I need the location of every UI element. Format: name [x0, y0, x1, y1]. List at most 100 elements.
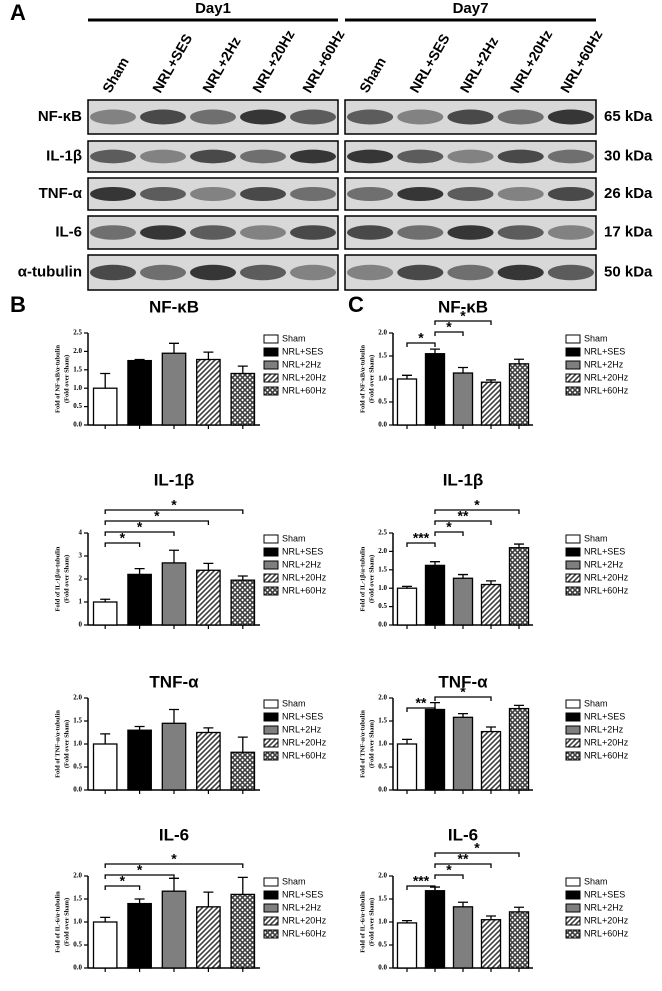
blot-band [190, 186, 236, 202]
error-bar [458, 366, 468, 374]
significance-bracket [434, 852, 520, 857]
panel-label: A [10, 0, 26, 25]
lane-label: NRL+SES [406, 31, 452, 95]
significance-bracket [434, 874, 464, 879]
bar [196, 569, 221, 626]
legend-swatch [263, 560, 279, 570]
blot-band [290, 186, 336, 202]
legend-label: NRL+60Hz [584, 750, 629, 760]
y-tick-label: 0.0 [73, 786, 82, 794]
legend-swatch [263, 347, 279, 357]
y-tick-label: 0.5 [378, 763, 387, 771]
y-tick-label: 1.0 [378, 740, 387, 748]
blot-band [90, 186, 136, 202]
legend-swatch [263, 334, 279, 344]
protein-label: TNF-α [39, 185, 83, 202]
bar [196, 358, 221, 426]
blot-band [447, 149, 494, 164]
bar [480, 583, 502, 626]
legend-swatch [565, 699, 581, 709]
legend-label: NRL+2Hz [584, 724, 624, 734]
significance-label: * [474, 840, 480, 856]
y-tick-label: 0.5 [73, 402, 82, 410]
y-axis-label: Fold of IL-6/α-tubulin [359, 891, 366, 953]
error-bar [237, 736, 248, 753]
lane-label: NRL+20Hz [249, 27, 298, 95]
bar [396, 378, 418, 426]
error-bar [514, 358, 524, 364]
significance-label: * [137, 519, 143, 535]
blot-band [90, 149, 136, 164]
y-tick-label: 1.5 [378, 895, 387, 903]
legend-swatch [263, 360, 279, 370]
legend-label: NRL+60Hz [584, 585, 629, 595]
blot-band [397, 109, 444, 125]
bar [424, 708, 446, 791]
legend-label: NRL+SES [584, 546, 625, 556]
blot-band [290, 225, 336, 240]
y-tick-label: 1.5 [378, 352, 387, 360]
chart-title: IL-1β [443, 470, 484, 489]
blot-band [447, 186, 494, 202]
significance-bracket [406, 542, 436, 547]
blot-band [547, 264, 594, 281]
bar [424, 353, 446, 426]
blot-band [447, 264, 494, 281]
bar [424, 890, 446, 969]
legend-swatch [263, 877, 279, 887]
y-axis-label: Fold of IL-1β/α-tubulin [359, 546, 366, 611]
error-bar [402, 738, 412, 744]
error-bar [100, 372, 111, 389]
legend-swatch [263, 916, 279, 926]
legend-swatch [263, 534, 279, 544]
y-axis-label: (Fold over Sham) [63, 355, 70, 403]
legend-label: NRL+SES [584, 346, 625, 356]
error-bar [237, 575, 248, 581]
blot-band [90, 264, 136, 281]
bar [92, 743, 118, 791]
error-bar [203, 727, 214, 733]
y-tick-label: 1.0 [73, 918, 82, 926]
significance-bracket [406, 342, 436, 347]
y-tick-label: 1.5 [378, 717, 387, 725]
y-axis-label: Fold of TNF-α/α-tubulin [54, 710, 61, 778]
legend-swatch [263, 738, 279, 748]
y-tick-label: 1.0 [378, 584, 387, 592]
y-axis-label: (Fold over Sham) [63, 898, 70, 946]
blot-band [347, 264, 394, 281]
legend-swatch [263, 903, 279, 913]
bar [161, 890, 187, 969]
significance-label: * [154, 508, 160, 524]
legend-label: NRL+SES [282, 346, 323, 356]
bar [480, 730, 502, 791]
error-bar [100, 916, 111, 922]
bar [196, 731, 221, 791]
bar [161, 722, 187, 791]
y-tick-label: 2.0 [378, 694, 387, 702]
lane-label: NRL+SES [149, 31, 195, 95]
significance-label: * [120, 873, 126, 889]
bar [92, 921, 118, 969]
legend-swatch [263, 890, 279, 900]
blot-band [397, 186, 444, 202]
bar [452, 577, 474, 626]
error-bar [237, 365, 248, 374]
y-axis-label: (Fold over Sham) [63, 555, 70, 603]
significance-label: ** [416, 695, 427, 711]
legend-swatch [565, 534, 581, 544]
y-tick-label: 0.0 [73, 421, 82, 429]
bar [230, 893, 256, 969]
legend-swatch [263, 586, 279, 596]
legend-label: NRL+2Hz [584, 902, 624, 912]
protein-label: IL-6 [55, 223, 82, 240]
legend-label: NRL+SES [584, 711, 625, 721]
lane-label: NRL+20Hz [507, 27, 556, 95]
legend-label: Sham [584, 533, 608, 543]
bar [161, 562, 187, 626]
legend-swatch [565, 916, 581, 926]
legend-swatch [565, 573, 581, 583]
y-tick-label: 1.5 [73, 365, 82, 373]
y-tick-label: 1.5 [73, 717, 82, 725]
y-tick-label: 1.0 [378, 918, 387, 926]
